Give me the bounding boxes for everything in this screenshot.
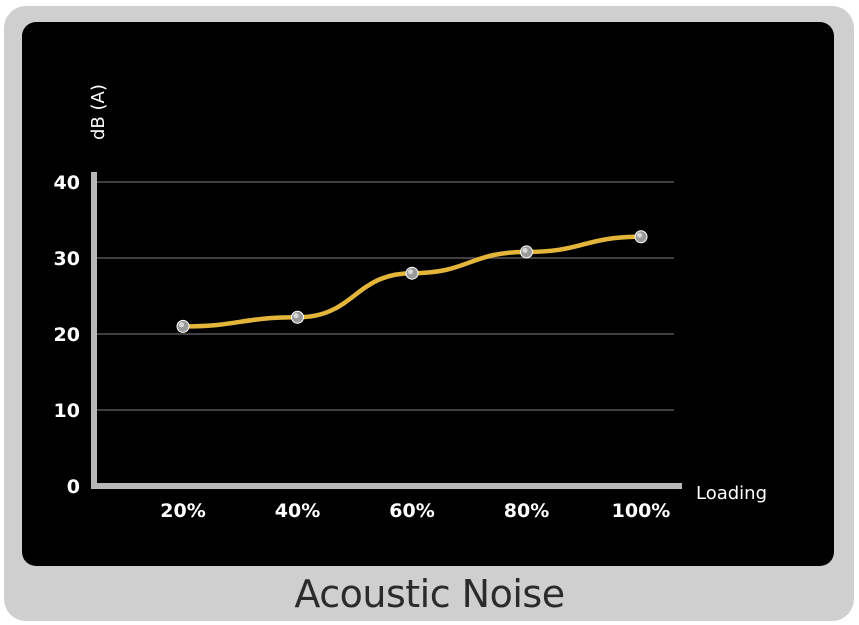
data-point-highlight-0	[179, 322, 184, 327]
series-line-0	[183, 237, 641, 327]
grid-lines	[94, 182, 674, 410]
y-tick-label-20: 20	[54, 324, 80, 346]
y-tick-label-10: 10	[54, 400, 80, 422]
y-tick-label-40: 40	[54, 172, 80, 194]
data-point-highlight-3	[523, 248, 528, 253]
x-tick-label-0: 20%	[160, 500, 205, 522]
y-axis-label: dB (A)	[88, 84, 109, 140]
x-tick-label-1: 40%	[275, 500, 320, 522]
series	[177, 231, 647, 333]
x-tick-label-4: 100%	[612, 500, 671, 522]
y-tick-label-30: 30	[54, 248, 80, 270]
data-point-highlight-4	[637, 233, 642, 238]
x-tick-label-2: 60%	[389, 500, 434, 522]
x-axis-label: Loading	[696, 483, 767, 504]
x-tick-labels: 20% 40% 60% 80% 100%	[160, 500, 670, 522]
x-tick-label-3: 80%	[504, 500, 549, 522]
chart-title: Acoustic Noise	[0, 572, 859, 616]
y-tick-label-0: 0	[67, 476, 80, 498]
y-tick-labels: 0 10 20 30 40	[54, 172, 80, 498]
data-point-highlight-1	[294, 313, 299, 318]
data-point-highlight-2	[408, 269, 413, 274]
